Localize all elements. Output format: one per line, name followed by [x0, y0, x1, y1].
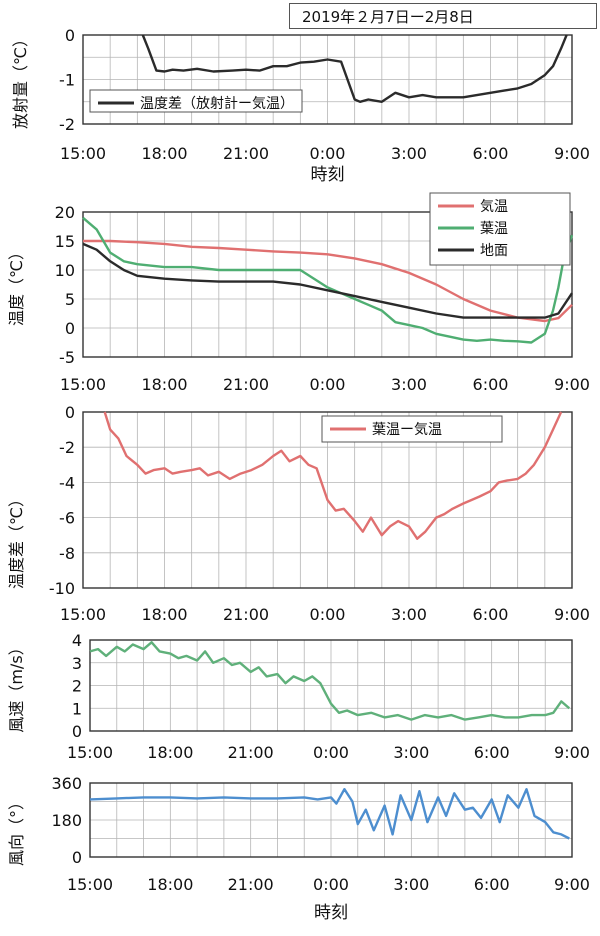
y-tick-label: 1: [72, 699, 82, 718]
x-tick-label: 15:00: [67, 743, 113, 762]
plot-frame-leaf_minus_air: [82, 411, 573, 589]
y-tick-label: -2: [59, 438, 75, 457]
x-tick-label: 6:00: [474, 743, 510, 762]
y-tick-label: 2: [72, 677, 82, 696]
x-tick-label: 21:00: [228, 743, 274, 762]
series-line-radiation-0: [141, 34, 568, 104]
y-tick-label: 0: [65, 319, 75, 338]
plot-frame-temperature: [82, 211, 573, 358]
x-tick-label: 18:00: [147, 743, 193, 762]
y-axis-label: 温度差（℃）: [7, 491, 26, 589]
y-tick-label: 0: [72, 848, 82, 867]
x-tick-label: 9:00: [554, 875, 590, 894]
y-tick-label: 0: [65, 403, 75, 422]
x-tick-label: 0:00: [310, 605, 346, 624]
y-tick-label: 360: [51, 774, 82, 793]
plot-frame-wind_direction: [89, 782, 573, 858]
y-tick-label: -4: [59, 473, 75, 492]
y-axis-label: 風速（m/s）: [7, 639, 26, 732]
y-tick-label: 5: [65, 290, 75, 309]
x-tick-label: 21:00: [223, 375, 269, 394]
plot-frame-radiation: [82, 34, 573, 125]
x-tick-label: 6:00: [473, 605, 509, 624]
y-tick-label: -8: [59, 544, 75, 563]
x-tick-label: 9:00: [554, 605, 590, 624]
x-tick-label: 18:00: [141, 144, 187, 163]
x-tick-label: 18:00: [141, 375, 187, 394]
y-tick-label: -6: [59, 509, 75, 528]
y-tick-label: -2: [59, 115, 75, 134]
legend-label: 地面: [480, 243, 508, 259]
x-tick-label: 18:00: [147, 875, 193, 894]
y-tick-label: 20: [55, 203, 75, 222]
y-axis-label: 放射量（℃）: [11, 31, 30, 129]
x-tick-label: 15:00: [60, 144, 106, 163]
y-tick-label: 180: [51, 811, 82, 830]
x-tick-label: 15:00: [67, 875, 113, 894]
legend-label: 葉温: [480, 221, 508, 237]
y-tick-label: -10: [49, 579, 75, 598]
y-tick-label: 3: [72, 654, 82, 673]
y-tick-label: 10: [55, 261, 75, 280]
y-axis-label: 風向（°）: [7, 794, 26, 866]
x-tick-label: 9:00: [554, 743, 590, 762]
date-range-label: 2019年２月7日ー2月8日: [289, 3, 597, 29]
x-tick-label: 6:00: [474, 875, 510, 894]
series-line-wind_direction-0: [89, 788, 570, 840]
x-tick-label: 0:00: [313, 875, 349, 894]
x-tick-label: 3:00: [391, 605, 427, 624]
x-tick-label: 3:00: [391, 144, 427, 163]
x-tick-label: 21:00: [228, 875, 274, 894]
x-axis-label: 時刻: [311, 165, 345, 185]
series-line-temperature-2: [82, 242, 573, 319]
y-tick-label: 15: [55, 232, 75, 251]
x-tick-label: 0:00: [310, 144, 346, 163]
x-tick-label: 6:00: [473, 375, 509, 394]
x-tick-label: 0:00: [310, 375, 346, 394]
legend-box-radiation: [89, 89, 303, 113]
x-tick-label: 9:00: [554, 144, 590, 163]
plot-frame-wind_speed: [89, 639, 573, 732]
x-tick-label: 9:00: [554, 375, 590, 394]
x-tick-label: 3:00: [393, 743, 429, 762]
y-axis-label: 温度（℃）: [7, 244, 26, 326]
x-tick-label: 0:00: [313, 743, 349, 762]
x-tick-label: 3:00: [393, 875, 429, 894]
y-tick-label: 0: [65, 26, 75, 45]
legend-label: 気温: [480, 199, 508, 215]
y-tick-label: -1: [59, 71, 75, 90]
x-tick-label: 21:00: [223, 144, 269, 163]
x-tick-label: 15:00: [60, 375, 106, 394]
x-tick-label: 6:00: [473, 144, 509, 163]
x-axis-label: 時刻: [314, 903, 348, 923]
x-tick-label: 3:00: [391, 375, 427, 394]
y-tick-label: 4: [72, 631, 82, 650]
series-line-wind_speed-0: [89, 641, 571, 721]
x-tick-label: 21:00: [223, 605, 269, 624]
series-line-leaf_minus_air-0: [103, 411, 563, 540]
series-line-temperature-1: [82, 216, 574, 344]
y-tick-label: -5: [59, 348, 75, 367]
legend-label: 温度差（放射計ー気温）: [140, 96, 294, 112]
x-tick-label: 15:00: [60, 605, 106, 624]
y-tick-label: 0: [72, 722, 82, 741]
x-tick-label: 18:00: [141, 605, 187, 624]
legend-label: 葉温ー気温: [372, 422, 442, 438]
